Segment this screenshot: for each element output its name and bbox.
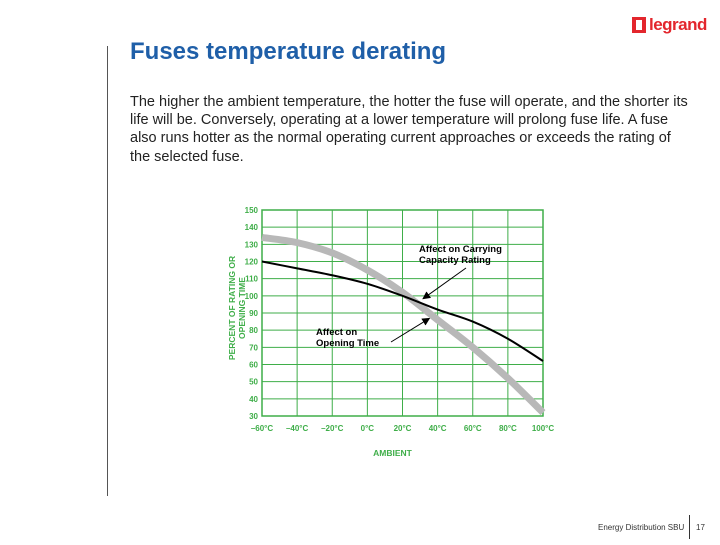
y-tick-label: 120: [245, 258, 259, 267]
footer-divider: [689, 515, 690, 539]
annotation-opening-time: Opening Time: [316, 338, 379, 349]
annotation-opening-time: Affect on: [316, 327, 357, 338]
y-tick-label: 50: [249, 378, 258, 387]
x-tick-label: –60°C: [251, 424, 274, 433]
x-tick-label: 20°C: [394, 424, 412, 433]
y-tick-label: 30: [249, 412, 258, 421]
x-tick-label: 40°C: [429, 424, 447, 433]
legrand-logo: legrand: [632, 14, 707, 36]
x-tick-label: –40°C: [286, 424, 309, 433]
y-axis-label-line: OPENING TIME: [237, 277, 247, 339]
legrand-logo-text: legrand: [649, 15, 707, 34]
slide-body-text: The higher the ambient temperature, the …: [130, 94, 688, 165]
footer-label: Energy Distribution SBU: [598, 523, 685, 532]
y-tick-label: 80: [249, 326, 258, 335]
y-axis-label-line: PERCENT OF RATING OR: [227, 256, 237, 360]
y-tick-label: 130: [245, 240, 259, 249]
x-tick-label: 0°C: [361, 424, 375, 433]
y-tick-label: 40: [249, 395, 258, 404]
y-tick-label: 110: [245, 275, 258, 284]
annotation-arrow-opening-time: [390, 317, 431, 343]
x-tick-label: 80°C: [499, 424, 517, 433]
y-tick-label: 60: [249, 361, 258, 370]
carrying-capacity-curve: [261, 260, 544, 362]
legrand-logo-mark-icon: [632, 17, 646, 33]
x-tick-label: 60°C: [464, 424, 482, 433]
opening-time-curve: [261, 234, 546, 416]
annotation-carrying-capacity: Capacity Rating: [419, 255, 491, 266]
y-tick-label: 140: [245, 223, 259, 232]
annotation-arrow-carrying-capacity: [422, 267, 467, 300]
annotation-carrying-capacity: Affect on Carrying: [419, 244, 502, 255]
y-tick-label: 70: [249, 343, 258, 352]
x-tick-label: 100°C: [532, 424, 555, 433]
y-tick-label: 150: [245, 206, 259, 215]
left-divider-line: [107, 46, 108, 496]
y-tick-label: 100: [245, 292, 259, 301]
slide-title: Fuses temperature derating: [130, 38, 447, 65]
x-axis-label: AMBIENT: [373, 448, 413, 458]
y-tick-label: 90: [249, 309, 258, 318]
x-tick-label: –20°C: [321, 424, 344, 433]
page-number: 17: [696, 523, 705, 532]
